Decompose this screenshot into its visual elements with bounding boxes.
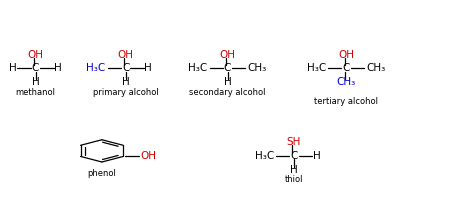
Text: H: H: [55, 64, 62, 73]
Text: OH: OH: [27, 50, 44, 59]
Text: CH₃: CH₃: [366, 64, 385, 73]
Text: tertiary alcohol: tertiary alcohol: [314, 97, 378, 106]
Text: C: C: [32, 64, 39, 73]
Text: H: H: [32, 77, 39, 87]
Text: H: H: [145, 64, 152, 73]
Text: OH: OH: [219, 50, 236, 59]
Text: C: C: [342, 64, 350, 73]
Text: C: C: [224, 64, 231, 73]
Text: CH₃: CH₃: [247, 64, 267, 73]
Text: H: H: [224, 77, 231, 87]
Text: phenol: phenol: [88, 169, 116, 178]
Text: C: C: [122, 64, 129, 73]
Text: H₃C: H₃C: [188, 64, 208, 73]
Text: secondary alcohol: secondary alcohol: [189, 88, 266, 97]
Text: H₃C: H₃C: [86, 64, 106, 73]
Text: H: H: [290, 165, 298, 175]
Text: SH: SH: [287, 137, 301, 147]
Text: CH₃: CH₃: [337, 77, 356, 87]
Text: OH: OH: [338, 50, 354, 59]
Text: C: C: [290, 151, 298, 161]
Text: H₃C: H₃C: [255, 151, 274, 161]
Text: OH: OH: [140, 152, 156, 161]
Text: H: H: [313, 151, 320, 161]
Text: thiol: thiol: [284, 175, 303, 184]
Text: OH: OH: [118, 50, 134, 59]
Text: H: H: [9, 64, 17, 73]
Text: H₃C: H₃C: [307, 64, 326, 73]
Text: methanol: methanol: [16, 88, 55, 97]
Text: primary alcohol: primary alcohol: [93, 88, 158, 97]
Text: H: H: [122, 77, 129, 87]
